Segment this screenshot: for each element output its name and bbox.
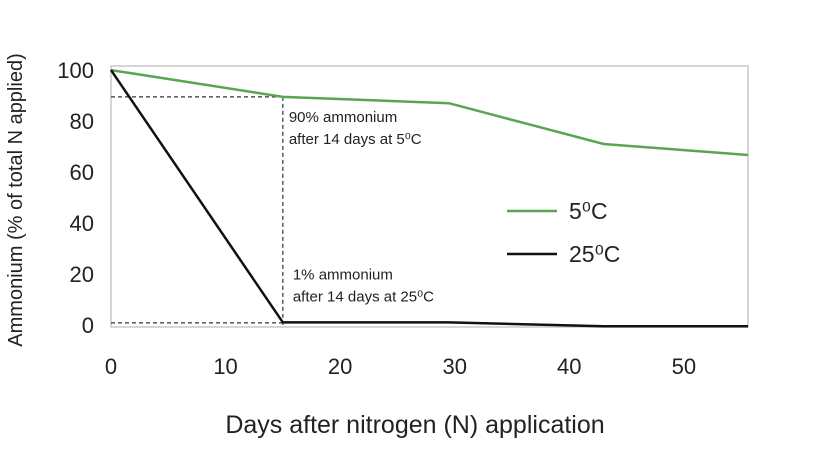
y-axis-label: Ammonium (% of total N applied)	[5, 53, 27, 346]
annotation: after 14 days at 25⁰C	[293, 288, 434, 305]
x-tick-label: 0	[105, 354, 117, 379]
series-line	[109, 69, 748, 328]
annotation: after 14 days at 5⁰C	[289, 131, 422, 148]
annotation: 1% ammonium	[293, 266, 393, 283]
y-tick-label: 80	[70, 109, 94, 134]
y-tick-label: 0	[82, 313, 94, 338]
x-tick-label: 20	[328, 354, 352, 379]
legend-label: 25⁰C	[569, 241, 620, 267]
x-tick-label: 50	[672, 354, 696, 379]
y-tick-label: 100	[57, 58, 94, 83]
y-tick-label: 60	[70, 160, 94, 185]
y-tick-label: 20	[70, 262, 94, 287]
annotation: 90% ammonium	[289, 109, 397, 126]
x-tick-label: 30	[442, 354, 466, 379]
x-axis-label: Days after nitrogen (N) application	[225, 411, 604, 439]
series-line	[110, 68, 749, 157]
legend-label: 5⁰C	[569, 198, 608, 224]
y-tick-label: 40	[70, 211, 94, 236]
x-tick-label: 40	[557, 354, 581, 379]
x-tick-label: 10	[213, 354, 237, 379]
plot-frame	[110, 65, 749, 328]
